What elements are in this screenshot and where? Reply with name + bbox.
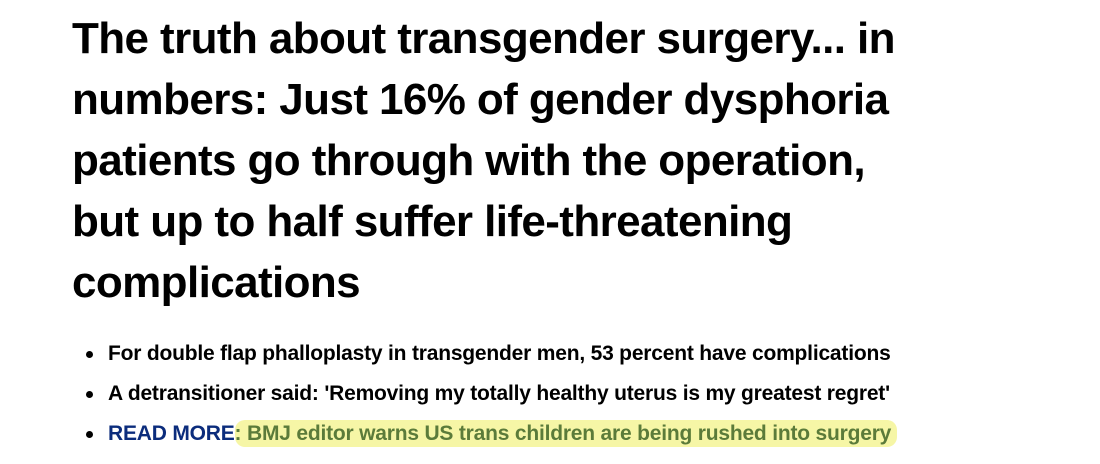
read-more-text[interactable]: : BMJ editor warns US trans children are… [234,420,898,447]
headline-line: but up to half suffer life-threatening [72,197,793,246]
headline: The truth about transgender surgery... i… [72,8,896,313]
bullet: For double flap phalloplasty in transgen… [86,336,897,376]
read-more-link[interactable]: READ MORE [108,422,235,445]
bullet: A detransitioner said: 'Removing my tota… [86,376,897,416]
headline-line: numbers: Just 16% of gender dysphoria [72,75,889,124]
bullet-list: For double flap phalloplasty in transgen… [86,336,898,456]
headline-line: The truth about transgender surgery... i… [72,14,896,63]
bullet: READ MORE: BMJ editor warns US trans chi… [86,416,898,456]
headline-line: complications [72,258,361,307]
headline-line: patients go through with the operation, [72,136,866,185]
